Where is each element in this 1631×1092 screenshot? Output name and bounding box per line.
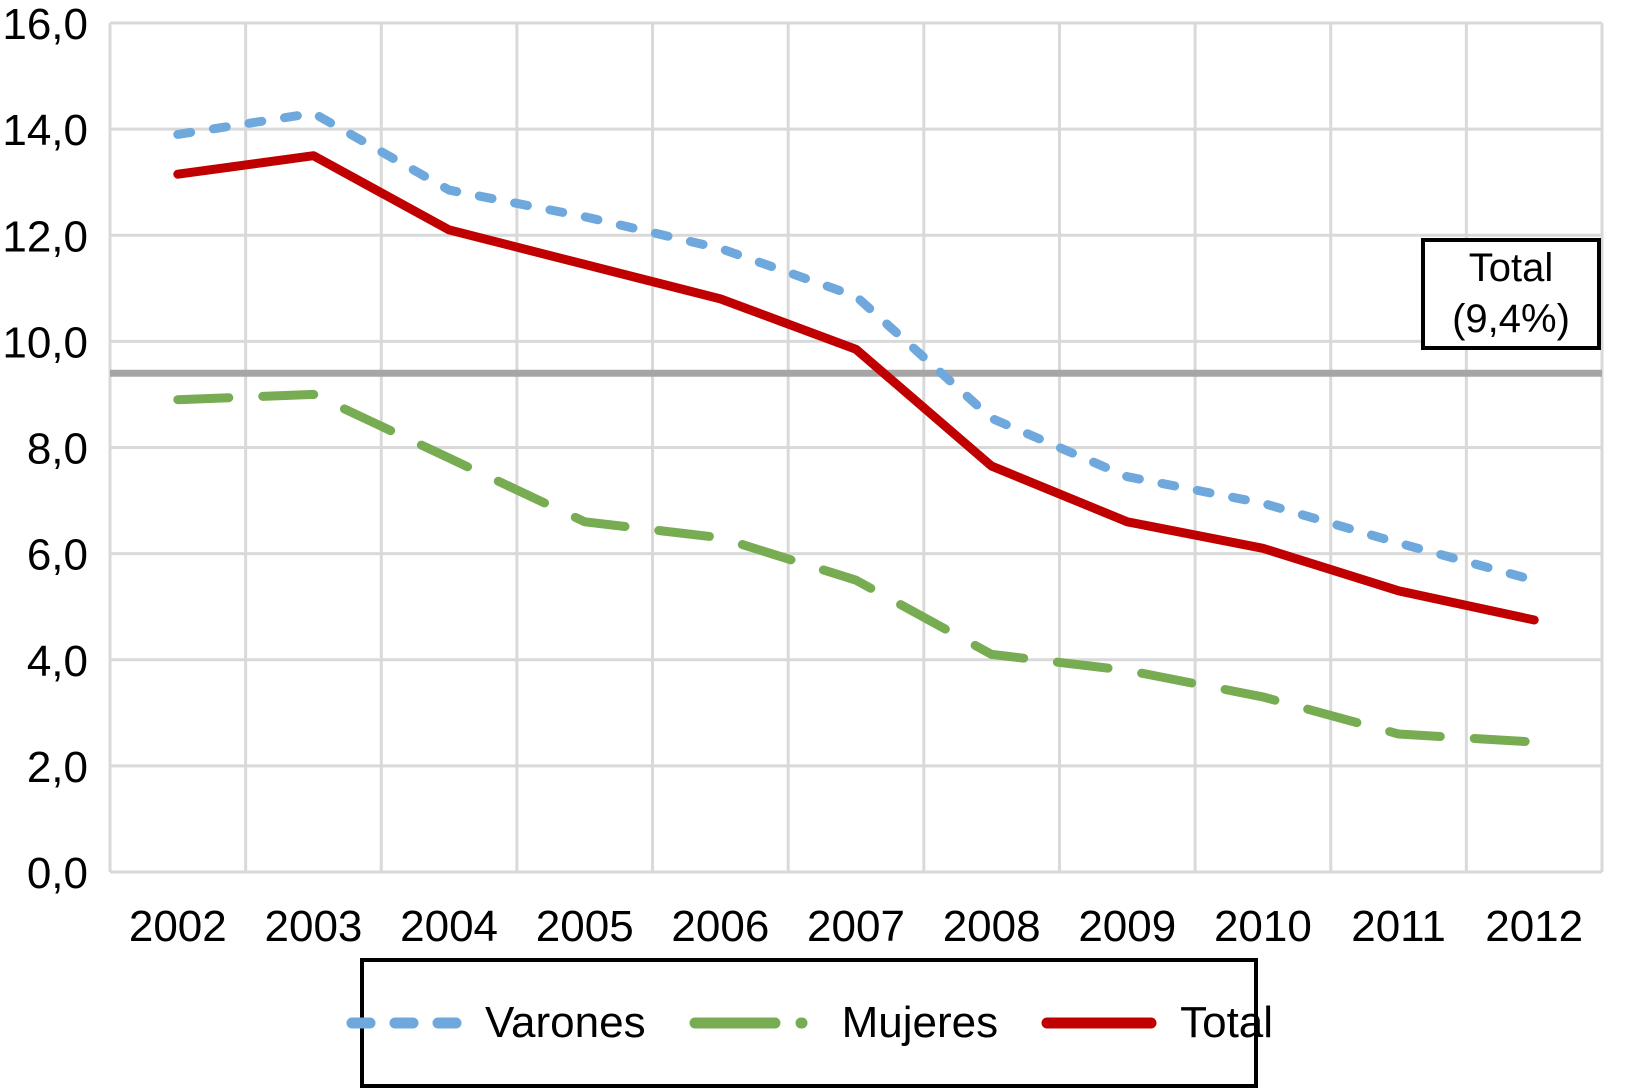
x-tick-label: 2004 (400, 902, 498, 951)
y-tick-label: 14,0 (2, 106, 88, 155)
y-tick-label: 16,0 (2, 0, 88, 49)
y-tick-label: 6,0 (27, 531, 88, 580)
y-tick-label: 10,0 (2, 318, 88, 367)
annotation-value-label: (9,4%) (1452, 297, 1570, 341)
legend-item-varones: Varones (345, 998, 646, 1048)
series-line-varones (173, 108, 1539, 585)
x-tick-label: 2009 (1078, 902, 1176, 951)
legend-item-total: Total (1040, 998, 1273, 1048)
varones-dashed-line-icon (346, 1017, 462, 1029)
series-line-mujeres (173, 389, 1539, 747)
x-tick-label: 2010 (1214, 902, 1312, 951)
total-solid-line-icon (1041, 1017, 1157, 1029)
legend-label-varones: Varones (484, 998, 646, 1047)
x-tick-label: 2012 (1485, 902, 1583, 951)
y-tick-label: 2,0 (27, 743, 88, 792)
y-tick-label: 4,0 (27, 637, 88, 686)
legend-item-mujeres: Mujeres (688, 998, 999, 1048)
annotation-total-label: Total (1468, 245, 1554, 290)
y-tick-label: 0,0 (27, 849, 88, 898)
legend-label-total: Total (1180, 998, 1274, 1047)
x-tick-label: 2002 (129, 902, 227, 951)
y-tick-label: 8,0 (27, 425, 88, 474)
legend: Varones Mujeres Total (346, 958, 1273, 1088)
mujeres-dashed-line-icon (689, 1017, 819, 1029)
x-tick-label: 2006 (671, 902, 769, 951)
x-tick-label: 2011 (1351, 902, 1446, 951)
legend-label-mujeres: Mujeres (841, 998, 999, 1047)
x-tick-label: 2005 (536, 902, 634, 951)
reference-annotation: Total (9,4%) (1421, 238, 1601, 350)
series-line-total (173, 151, 1539, 625)
x-tick-label: 2008 (943, 902, 1041, 951)
y-tick-label: 12,0 (2, 212, 88, 261)
x-tick-label: 2003 (265, 902, 363, 951)
x-tick-label: 2007 (807, 902, 905, 951)
